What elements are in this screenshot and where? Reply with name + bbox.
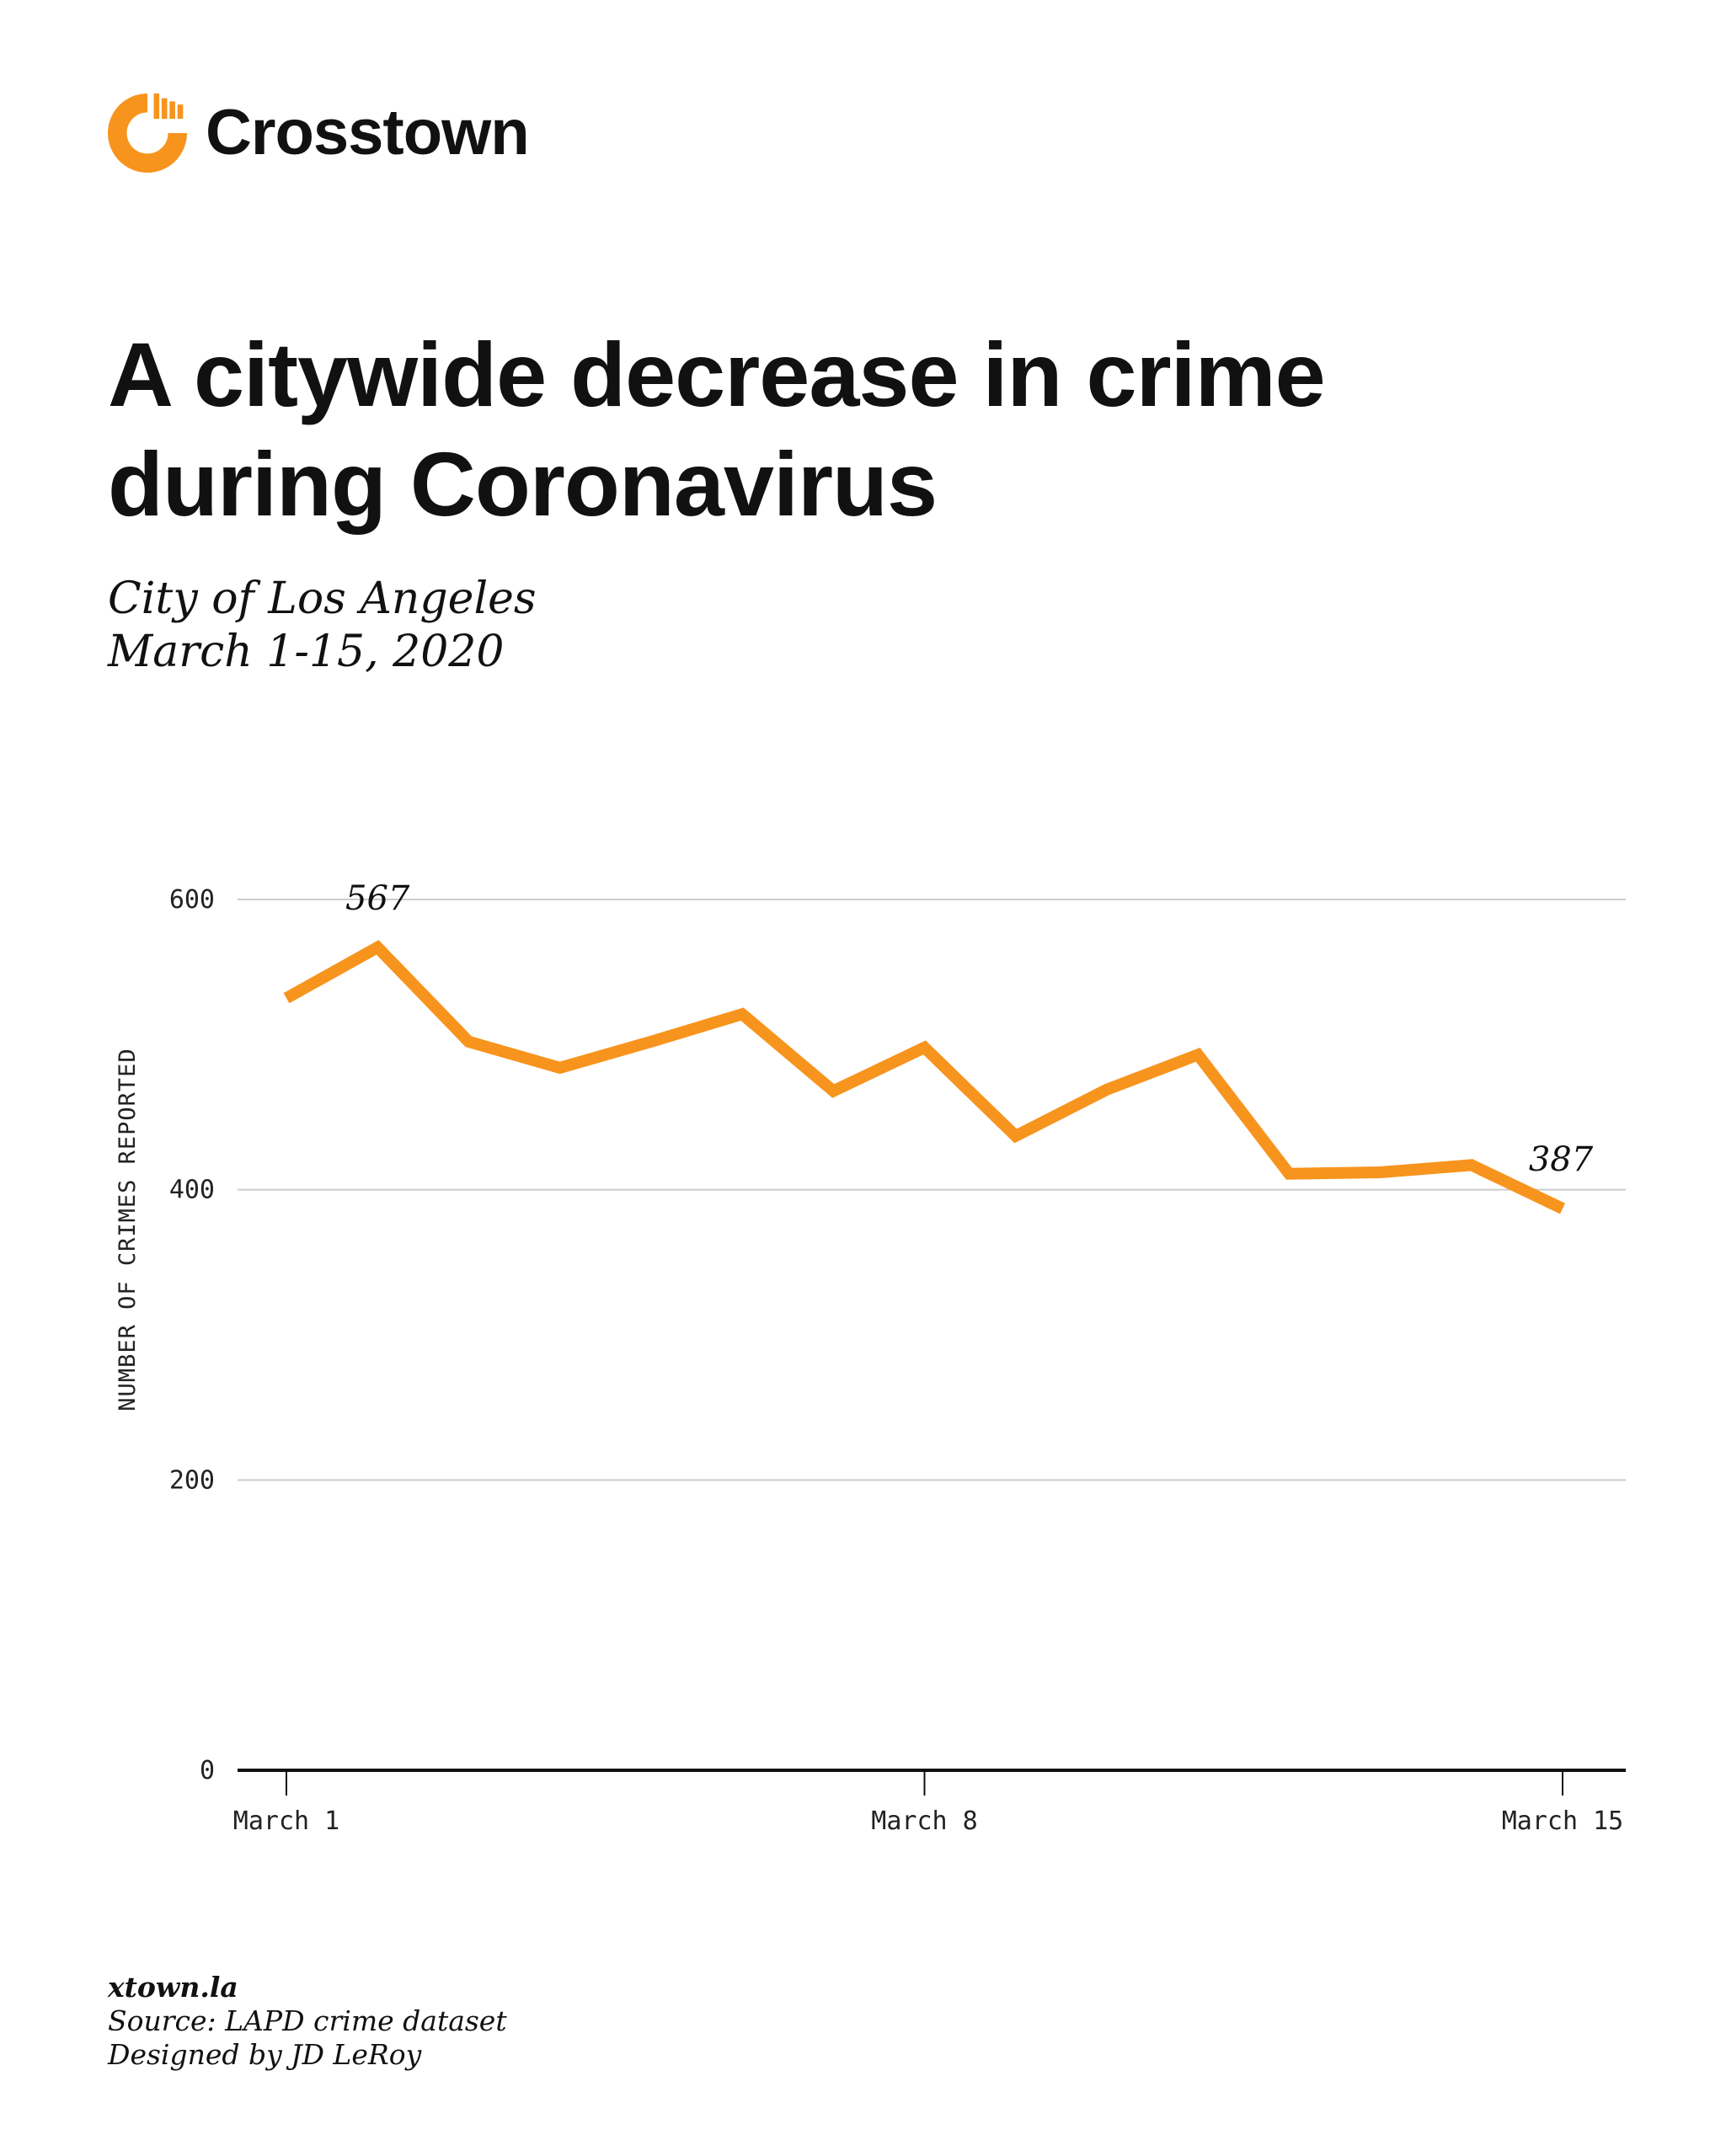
line-chart: 0 200 400 600 March 1 March 8 March 15 567 387… bbox=[115, 879, 1626, 1836]
chart-subtitle: City of Los Angeles March 1-15, 2020 bbox=[108, 573, 537, 679]
chart-title: A citywide decrease in crime during Coro… bbox=[108, 323, 1326, 535]
data-point bbox=[1562, 1208, 1563, 1209]
x-tick-label: March 15 bbox=[1502, 1806, 1624, 1836]
crosstown-logo: Crosstown bbox=[108, 93, 530, 173]
y-axis-label: NUMBER OF CRIMES REPORTED bbox=[115, 1048, 141, 1411]
data-point bbox=[1106, 1089, 1108, 1091]
series-line bbox=[283, 940, 1566, 1214]
data-point bbox=[1015, 1135, 1017, 1137]
data-label: 567 bbox=[345, 879, 410, 918]
data-point bbox=[286, 997, 287, 999]
data-point bbox=[741, 1013, 743, 1015]
subtitle-date-range: March 1-15, 2020 bbox=[108, 627, 505, 677]
data-point bbox=[832, 1090, 834, 1091]
y-tick-label: 0 bbox=[200, 1756, 215, 1785]
data-point bbox=[468, 1041, 469, 1043]
footer-source: Source: LAPD crime dataset bbox=[108, 2004, 507, 2037]
crosstown-logo-icon bbox=[108, 93, 187, 173]
data-label: 387 bbox=[1529, 1140, 1594, 1179]
data-point bbox=[559, 1067, 561, 1069]
footer-site: xtown.la bbox=[108, 1971, 238, 2004]
data-point bbox=[377, 947, 378, 948]
data-point bbox=[650, 1041, 652, 1043]
y-tick-label: 200 bbox=[169, 1465, 215, 1495]
data-point bbox=[1288, 1173, 1290, 1175]
data-point bbox=[924, 1047, 926, 1049]
y-tick-label: 600 bbox=[169, 885, 215, 915]
x-tick-label: March 8 bbox=[871, 1806, 977, 1836]
y-tick-label: 400 bbox=[169, 1176, 215, 1205]
x-tick-label: March 1 bbox=[233, 1806, 339, 1836]
footer-credit: Designed by JD LeRoy bbox=[108, 2038, 422, 2071]
subtitle-location: City of Los Angeles bbox=[108, 574, 537, 624]
data-point bbox=[1197, 1054, 1199, 1055]
data-point bbox=[1380, 1171, 1381, 1173]
data-point bbox=[1471, 1164, 1472, 1166]
footer: xtown.la Source: LAPD crime dataset Desi… bbox=[108, 1971, 507, 2072]
brand-name: Crosstown bbox=[206, 96, 530, 168]
